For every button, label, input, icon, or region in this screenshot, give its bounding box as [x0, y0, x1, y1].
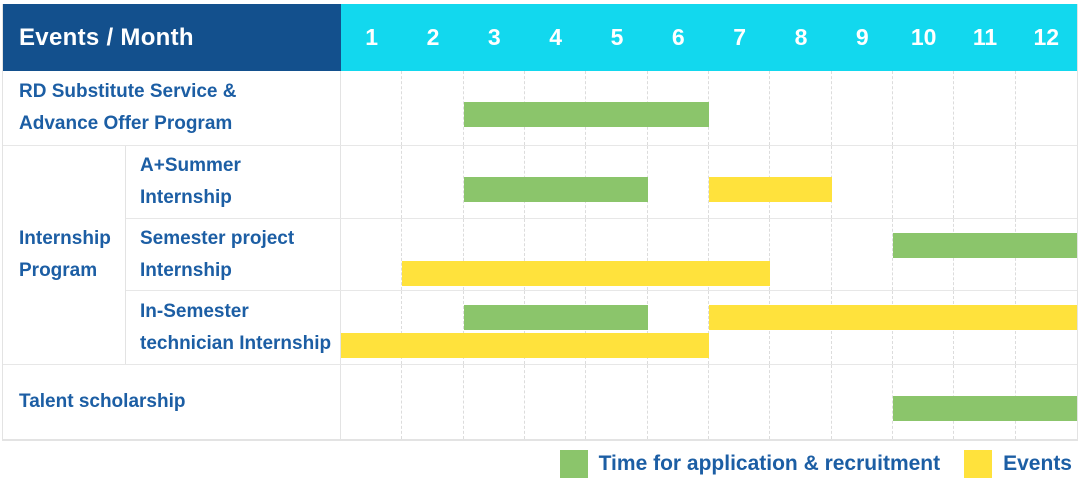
legend-item-events: Events — [964, 450, 1072, 478]
row-label: Talent scholarship — [3, 365, 341, 439]
month-header-cell: 12 — [1033, 24, 1060, 50]
event-bar — [341, 333, 709, 359]
application-swatch-icon — [559, 450, 588, 478]
row-chart — [341, 218, 1077, 291]
row-chart — [341, 71, 1077, 145]
application-bar — [463, 177, 648, 202]
application-bar — [463, 305, 648, 331]
table-row-group: Internship Program A+Summer Internship S… — [3, 146, 1077, 365]
month-header-cell: 1 — [365, 24, 379, 50]
application-bar — [893, 396, 1077, 421]
row-label-text: RD Substitute Service & Advance Offer Pr… — [19, 81, 237, 134]
month-header-cell: 10 — [910, 24, 937, 50]
row-label: A+Summer Internship — [126, 146, 341, 218]
legend-item-application: Time for application & recruitment — [559, 450, 941, 478]
table-row: Talent scholarship — [3, 365, 1077, 440]
month-header-cell: 5 — [610, 24, 624, 50]
event-bar — [709, 305, 1077, 331]
month-header-cell: 2 — [426, 24, 440, 50]
row-label-text: In-Semester technician Internship — [140, 300, 332, 354]
application-bar — [463, 102, 709, 127]
row-label-text: Talent scholarship — [19, 391, 186, 412]
month-gridlines — [341, 71, 1077, 145]
row-label-text: Semester project Internship — [140, 227, 295, 281]
row-label: RD Substitute Service & Advance Offer Pr… — [3, 71, 341, 145]
legend-label: Events — [1003, 452, 1072, 475]
gantt-table: Events / Month 1 2 3 4 5 6 7 8 9 10 11 12 RD Substi… — [2, 4, 1078, 441]
group-subrows: A+Summer Internship Semester project Int… — [126, 146, 1077, 364]
group-label-text: Internship Program — [19, 228, 111, 281]
row-label: In-Semester technician Internship — [126, 291, 341, 364]
legend-label: Time for application & recruitment — [598, 452, 941, 475]
month-header-cell: 7 — [733, 24, 747, 50]
month-header-cell: 11 — [972, 24, 998, 50]
row-chart — [341, 365, 1077, 439]
application-bar — [893, 232, 1077, 258]
group-label: Internship Program — [3, 146, 126, 364]
month-header-cell: 9 — [855, 24, 869, 50]
months-row: 1 2 3 4 5 6 7 8 9 10 11 12 — [341, 4, 1077, 71]
table-row: A+Summer Internship — [126, 146, 1077, 219]
month-header-cell: 4 — [549, 24, 563, 50]
legend: Time for application & recruitment Event… — [2, 450, 1072, 478]
events-month-title: Events / Month — [19, 23, 194, 51]
events-swatch-icon — [964, 450, 993, 478]
row-label: Semester project Internship — [126, 218, 341, 291]
table-row: In-Semester technician Internship — [126, 291, 1077, 364]
event-bar — [402, 260, 771, 286]
month-header-cell: 8 — [794, 24, 808, 50]
header-row: Events / Month 1 2 3 4 5 6 7 8 9 10 11 12 — [3, 4, 1077, 71]
month-header-cell: 3 — [487, 24, 501, 50]
row-label-text: A+Summer Internship — [140, 154, 241, 208]
row-chart — [341, 291, 1077, 364]
events-month-header: Events / Month — [3, 4, 341, 71]
event-bar — [709, 177, 832, 202]
row-chart — [341, 146, 1077, 218]
month-header-cell: 6 — [671, 24, 685, 50]
table-row: Semester project Internship — [126, 218, 1077, 292]
table-row: RD Substitute Service & Advance Offer Pr… — [3, 71, 1077, 146]
